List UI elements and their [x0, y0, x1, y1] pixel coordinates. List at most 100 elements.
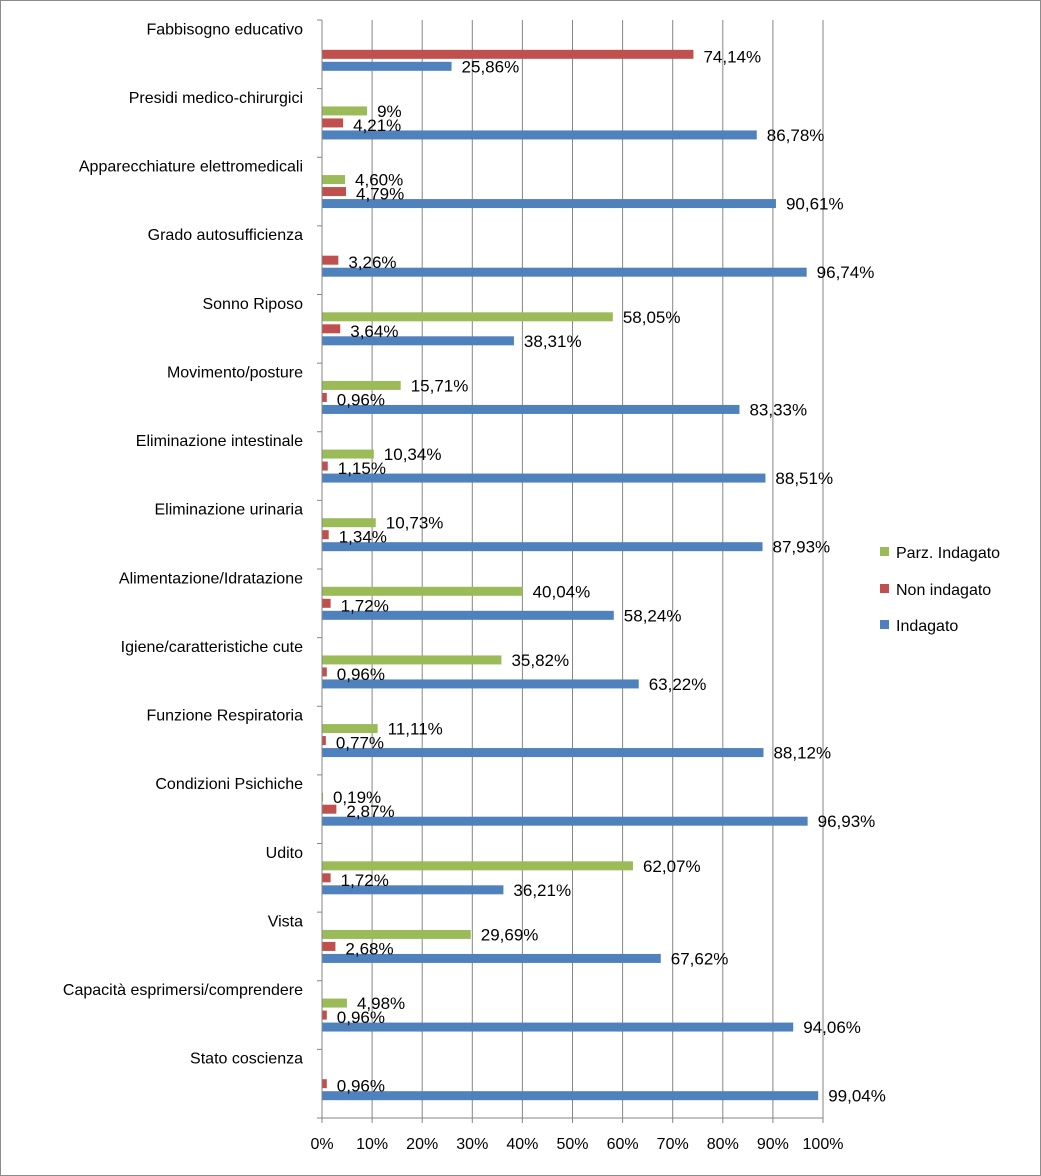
- data-label: 9%: [377, 102, 402, 121]
- legend: Parz. Indagato Non indagato Indagato: [880, 545, 1000, 635]
- data-label: 4,79%: [356, 185, 404, 204]
- bar-indagato-3: [322, 267, 807, 277]
- bar-non-indagato-10: [322, 736, 326, 746]
- data-label: 0,77%: [336, 734, 384, 753]
- data-label: 4,60%: [355, 171, 403, 190]
- data-label: 4,98%: [357, 994, 405, 1013]
- category-label: Capacità esprimersi/comprendere: [63, 982, 303, 999]
- bar-parz-indagato-1: [322, 106, 368, 116]
- bar-non-indagato-2: [322, 187, 346, 197]
- legend-label: Parz. Indagato: [896, 545, 1000, 562]
- bar-non-indagato-13: [322, 941, 336, 951]
- data-label: 88,51%: [775, 469, 833, 488]
- data-label: 87,93%: [773, 538, 831, 557]
- bar-parz-indagato-4: [322, 312, 613, 322]
- bar-parz-indagato-2: [322, 175, 346, 185]
- bar-non-indagato-4: [322, 324, 341, 334]
- bar-non-indagato-0: [322, 49, 694, 59]
- data-label: 4,21%: [353, 116, 401, 135]
- bar-indagato-9: [322, 679, 639, 689]
- category-label: Sonno Riposo: [202, 296, 303, 313]
- data-label: 58,24%: [624, 606, 682, 625]
- legend-label: Non indagato: [896, 582, 991, 599]
- bar-indagato-4: [322, 336, 514, 346]
- data-labels: 9% 4,60% 58,05% 15,71% 10,34% 10,73% 40,04% 35,…: [333, 47, 886, 1105]
- x-tick-label: 30%: [456, 1136, 488, 1153]
- bar-indagato-8: [322, 610, 614, 620]
- bar-parz-indagato-5: [322, 380, 401, 390]
- bars: [322, 49, 819, 1101]
- data-label: 36,21%: [513, 881, 571, 900]
- data-label: 1,34%: [339, 528, 387, 547]
- bar-indagato-1: [322, 130, 757, 140]
- data-label: 10,73%: [386, 514, 444, 533]
- bar-parz-indagato-12: [322, 861, 633, 871]
- data-label: 1,15%: [338, 459, 386, 478]
- data-label: 0,96%: [337, 1077, 385, 1096]
- bar-parz-indagato-10: [322, 724, 378, 734]
- bar-non-indagato-9: [322, 667, 327, 677]
- data-label: 63,22%: [649, 675, 707, 694]
- bar-indagato-14: [322, 1022, 794, 1032]
- category-label: Alimentazione/Idratazione: [119, 570, 303, 587]
- data-label: 83,33%: [749, 400, 807, 419]
- data-label: 88,12%: [773, 744, 831, 763]
- x-tick-label: 100%: [803, 1136, 844, 1153]
- category-label: Apparecchiature elettromedicali: [79, 159, 303, 176]
- x-tick-label: 50%: [556, 1136, 588, 1153]
- category-label: Igiene/caratteristiche cute: [121, 639, 303, 656]
- category-label: Vista: [268, 913, 303, 930]
- bar-non-indagato-15: [322, 1079, 327, 1089]
- bar-indagato-2: [322, 199, 776, 209]
- x-tick-label: 70%: [657, 1136, 689, 1153]
- x-tick-label: 10%: [356, 1136, 388, 1153]
- category-label: Fabbisogno educativo: [146, 21, 303, 38]
- bar-indagato-6: [322, 473, 766, 483]
- bar-non-indagato-6: [322, 461, 328, 471]
- x-tick-label: 20%: [406, 1136, 438, 1153]
- bar-parz-indagato-9: [322, 655, 502, 665]
- bar-non-indagato-8: [322, 598, 331, 608]
- bar-indagato-10: [322, 748, 764, 758]
- bar-parz-indagato-14: [322, 998, 347, 1008]
- x-tick-label: 60%: [607, 1136, 639, 1153]
- bar-indagato-0: [322, 61, 452, 71]
- category-label: Funzione Respiratoria: [146, 708, 303, 725]
- data-label: 1,72%: [341, 871, 389, 890]
- bar-indagato-5: [322, 404, 740, 414]
- x-tick-label: 40%: [506, 1136, 538, 1153]
- data-label: 38,31%: [524, 332, 582, 351]
- category-label: Udito: [266, 845, 303, 862]
- data-label: 0,96%: [337, 1008, 385, 1027]
- data-label: 67,62%: [671, 949, 729, 968]
- data-label: 96,74%: [817, 263, 875, 282]
- category-label: Movimento/posture: [167, 364, 303, 381]
- bar-parz-indagato-13: [322, 929, 471, 939]
- gridlines: [371, 20, 824, 1118]
- legend-label: Indagato: [896, 618, 958, 635]
- legend-swatch: [880, 620, 889, 629]
- bar-indagato-12: [322, 885, 504, 895]
- x-tick-label: 80%: [707, 1136, 739, 1153]
- data-label: 0,96%: [337, 390, 385, 409]
- data-label: 94,06%: [803, 1018, 861, 1037]
- bar-indagato-7: [322, 542, 763, 552]
- bar-indagato-13: [322, 953, 661, 963]
- category-label: Eliminazione urinaria: [154, 502, 303, 519]
- axes: 0% 10% 20% 30% 40% 50% 60% 70% 80% 90% 100% Fabbiso…: [63, 19, 844, 1153]
- category-label: Stato coscienza: [190, 1051, 303, 1068]
- category-label: Presidi medico-chirurgici: [129, 90, 303, 107]
- data-label: 11,11%: [388, 720, 443, 739]
- data-label: 99,04%: [828, 1087, 886, 1106]
- data-label: 0,96%: [337, 665, 385, 684]
- bar-non-indagato-1: [322, 118, 344, 128]
- data-label: 40,04%: [533, 582, 591, 601]
- category-label: Grado autosufficienza: [148, 227, 303, 244]
- data-label: 90,61%: [786, 195, 844, 214]
- bar-non-indagato-14: [322, 1010, 327, 1020]
- data-label: 35,82%: [511, 651, 569, 670]
- data-label: 25,86%: [462, 57, 520, 76]
- category-label: Condizioni Psichiche: [155, 776, 303, 793]
- data-label: 74,14%: [703, 47, 761, 66]
